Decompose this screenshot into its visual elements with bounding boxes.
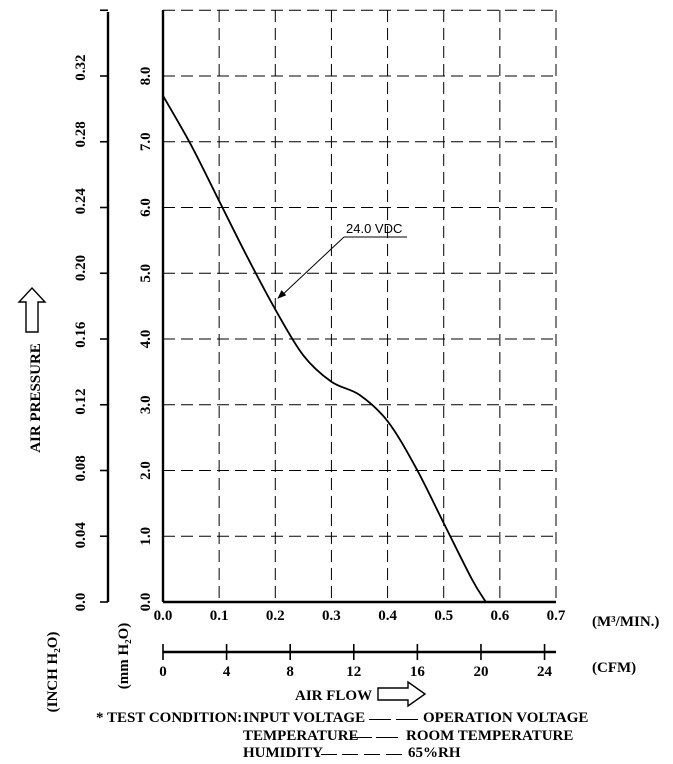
test-condition-value: 65%RH <box>408 745 461 761</box>
y-tick-label-mm: 0.0 <box>138 593 154 612</box>
x-top-unit-label: (M³/MIN.) <box>592 614 659 630</box>
test-condition-key: TEMPERATURE <box>243 728 359 744</box>
up-arrow-icon <box>17 286 47 333</box>
long-dash-line <box>369 719 391 720</box>
axes <box>106 10 556 654</box>
y-axis-title: AIR PRESSURE <box>28 343 44 453</box>
right-arrow-icon <box>377 680 427 708</box>
long-dash-line <box>321 754 337 755</box>
y-tick-label-mm: 4.0 <box>138 330 154 349</box>
y-tick-label-inch: 0.0 <box>73 593 89 612</box>
x-tick-label-m3: 0.7 <box>547 608 566 624</box>
y-right-unit-label: (mm H₂O) <box>116 623 132 690</box>
y-tick-label-inch: 0.04 <box>73 522 89 549</box>
x-bottom-unit-label: (CFM) <box>592 660 636 676</box>
y-tick-label-mm: 3.0 <box>138 395 154 414</box>
y-tick-label-mm: 1.0 <box>138 527 154 546</box>
x-tick-label-cfm: 4 <box>223 664 231 680</box>
grid <box>163 9 557 602</box>
test-condition-key: HUMIDITY <box>243 745 324 761</box>
x-tick-label-m3: 0.0 <box>154 608 173 624</box>
series-line-24vdc <box>162 95 487 603</box>
y-tick-label-inch: 0.08 <box>73 455 89 481</box>
test-condition-value: OPERATION VOLTAGE <box>423 710 589 726</box>
test-condition-label: * TEST CONDITION: <box>96 710 243 726</box>
x-tick-label-m3: 0.6 <box>490 608 509 624</box>
y-tick-label-inch: 0.32 <box>73 54 89 80</box>
annotation-leader-line <box>281 236 345 296</box>
long-dash-line <box>350 737 372 738</box>
long-dash-line <box>364 754 380 755</box>
x-tick-label-m3: 0.2 <box>266 608 285 624</box>
y-tick-label-inch: 0.16 <box>73 321 89 348</box>
x-tick-label-m3: 0.4 <box>378 608 397 624</box>
x-tick-label-cfm: 0 <box>159 664 167 680</box>
test-condition-value: ROOM TEMPERATURE <box>406 728 574 744</box>
long-dash-line <box>386 754 402 755</box>
annotation-arrowhead <box>277 290 287 299</box>
x-tick-label-m3: 0.3 <box>322 608 341 624</box>
x-tick-label-cfm: 24 <box>537 664 553 680</box>
y-tick-label-mm: 6.0 <box>138 198 154 217</box>
long-dash-line <box>396 719 418 720</box>
y-tick-label-mm: 7.0 <box>138 132 154 151</box>
x-tick-label-cfm: 12 <box>346 664 361 680</box>
y-left-unit-label: (INCH H₂O) <box>45 632 61 713</box>
tick-labels: 0.01.02.03.04.05.06.07.08.00.00.040.080.… <box>73 9 566 680</box>
long-dash-line <box>342 754 358 755</box>
test-condition-key: INPUT VOLTAGE <box>243 710 366 726</box>
x-tick-label-m3: 0.1 <box>210 608 229 624</box>
annotation-label: 24.0 VDC <box>346 221 402 236</box>
long-dash-line <box>376 737 398 738</box>
y-tick-label-inch: 0.12 <box>73 388 89 414</box>
x-axis-title: AIR FLOW <box>295 688 372 704</box>
series: 24.0 VDC <box>162 95 487 603</box>
y-tick-label-inch: 0.20 <box>73 255 89 281</box>
x-tick-label-cfm: 8 <box>286 664 294 680</box>
y-tick-label-inch: 0.24 <box>73 188 89 215</box>
x-tick-label-cfm: 16 <box>410 664 426 680</box>
x-tick-label-m3: 0.5 <box>434 608 453 624</box>
y-tick-label-mm: 2.0 <box>138 461 154 480</box>
y-tick-label-mm: 5.0 <box>138 264 154 283</box>
y-tick-label-inch: 0.28 <box>73 121 89 147</box>
y-tick-label-mm: 8.0 <box>138 67 154 86</box>
x-tick-label-cfm: 20 <box>473 664 488 680</box>
